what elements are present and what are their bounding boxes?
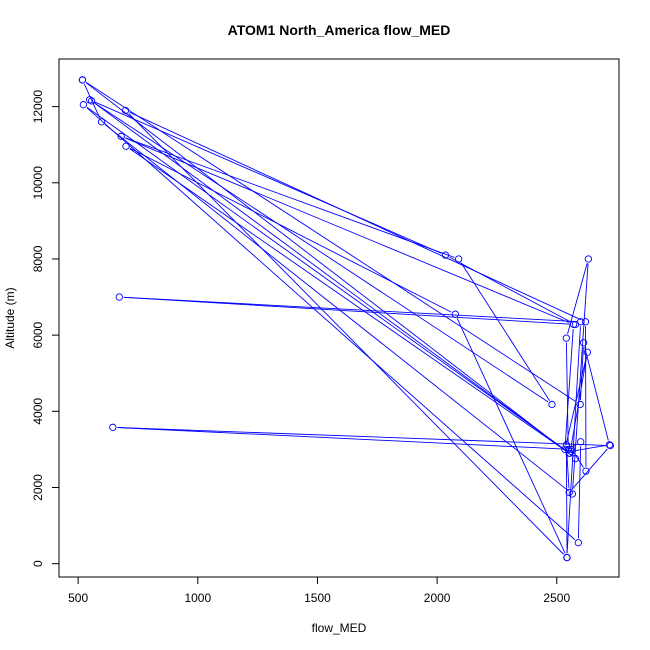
data-point (455, 255, 463, 263)
y-tick-label: 2000 (31, 474, 45, 501)
series-line-segment (456, 318, 566, 554)
data-point (85, 96, 94, 104)
plot-frame (58, 58, 620, 578)
data-point (565, 488, 573, 497)
x-tick-label: 500 (68, 591, 88, 605)
series-group (78, 76, 615, 562)
x-axis: 500 1000 1500 2000 2500 (68, 577, 570, 605)
data-point (606, 441, 615, 450)
y-axis-label: Altitude (m) (3, 287, 17, 348)
series-line-segment (129, 147, 452, 313)
y-tick-label: 4000 (31, 398, 45, 425)
x-axis-label: flow_MED (312, 621, 367, 635)
series-line-segment (85, 82, 573, 457)
series-line-segment (85, 82, 577, 403)
series-line-segment (564, 328, 574, 445)
series-line-segment (129, 148, 566, 452)
series-line-segment (566, 326, 581, 554)
data-point (441, 251, 450, 259)
data-point (564, 445, 572, 454)
data-point (121, 106, 130, 115)
y-tick-label: 8000 (31, 245, 45, 272)
data-point (451, 310, 459, 318)
series-line-segment (571, 448, 608, 490)
series-line-segment (94, 103, 566, 451)
data-point (584, 255, 593, 263)
data-point (87, 97, 96, 105)
data-point (109, 423, 117, 431)
x-tick-label: 2500 (543, 591, 570, 605)
data-point (122, 142, 130, 150)
data-point (563, 553, 571, 562)
data-point (576, 400, 584, 409)
data-point (97, 118, 106, 126)
data-point (577, 318, 585, 326)
series-line-segment (128, 113, 564, 555)
series-line-segment (93, 101, 442, 254)
data-point (581, 318, 590, 326)
data-point (565, 449, 573, 457)
data-point (577, 438, 585, 446)
series-line-segment (123, 296, 571, 325)
data-point (571, 454, 580, 463)
data-point (567, 445, 576, 454)
series-line-segment (572, 263, 589, 490)
data-point (574, 539, 582, 547)
data-point (79, 101, 88, 109)
x-tick-label: 1000 (184, 591, 211, 605)
data-point (582, 467, 590, 475)
series-line-segment (125, 137, 455, 258)
series-line-segment (449, 256, 572, 323)
data-point (583, 348, 592, 356)
x-tick-label: 2000 (424, 591, 451, 605)
series-line-segment (125, 137, 570, 324)
y-tick-label: 6000 (31, 321, 45, 348)
series-line-segment (129, 111, 582, 321)
chart-title: ATOM1 North_America flow_MED (228, 22, 451, 38)
series-line-segment (584, 347, 609, 441)
data-point (115, 293, 123, 301)
series-line-segment (117, 427, 568, 450)
y-tick-label: 10000 (31, 166, 45, 200)
series-line-segment (117, 427, 606, 446)
series-line-segment (86, 106, 567, 451)
data-point (562, 441, 571, 449)
data-point (78, 76, 87, 84)
series-line-segment (123, 296, 577, 323)
data-point (548, 400, 556, 409)
series-line-segment (570, 356, 588, 449)
series-line-segment (460, 262, 550, 401)
series-line-segment (565, 449, 568, 554)
series-line-segment (83, 83, 101, 118)
series-line-segment (575, 445, 606, 452)
y-tick-label: 0 (31, 560, 45, 567)
series-line-segment (577, 446, 582, 539)
y-axis: 0 2000 4000 6000 8000 10000 12000 (31, 90, 59, 567)
series-line-segment (86, 107, 576, 541)
y-tick-label: 12000 (31, 90, 45, 124)
data-point (605, 441, 614, 449)
data-point (562, 334, 571, 342)
data-point (579, 339, 588, 347)
data-point (569, 320, 578, 329)
data-point (117, 132, 125, 140)
series-line-segment (565, 342, 569, 445)
x-tick-label: 1500 (304, 591, 331, 605)
